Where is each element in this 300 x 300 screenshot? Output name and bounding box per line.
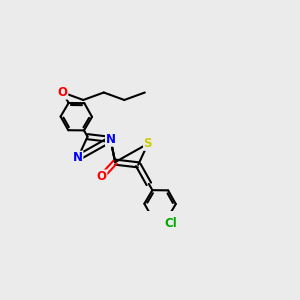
Text: N: N <box>106 133 116 146</box>
Text: S: S <box>144 137 152 150</box>
Text: O: O <box>97 170 107 183</box>
Text: N: N <box>106 133 116 146</box>
Text: Cl: Cl <box>165 217 178 230</box>
Text: O: O <box>58 86 68 99</box>
Text: N: N <box>73 151 83 164</box>
